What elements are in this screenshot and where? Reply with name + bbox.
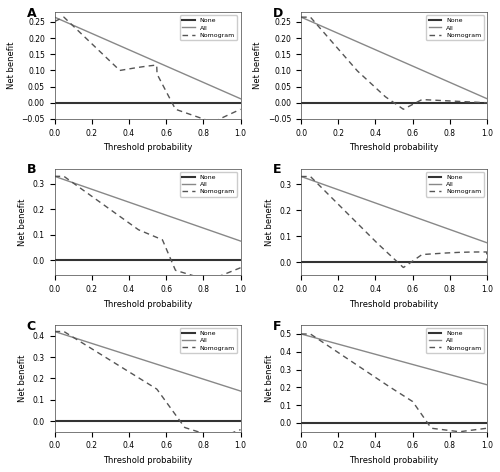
Legend: None, All, Nomogram: None, All, Nomogram xyxy=(426,328,484,353)
Legend: None, All, Nomogram: None, All, Nomogram xyxy=(426,16,484,40)
X-axis label: Threshold probability: Threshold probability xyxy=(103,456,192,465)
Y-axis label: Net benefit: Net benefit xyxy=(18,198,27,246)
Legend: None, All, Nomogram: None, All, Nomogram xyxy=(180,172,238,197)
Y-axis label: Net benefit: Net benefit xyxy=(264,355,274,402)
Text: E: E xyxy=(273,163,281,177)
Text: B: B xyxy=(26,163,36,177)
Y-axis label: Net benefit: Net benefit xyxy=(18,355,27,402)
Legend: None, All, Nomogram: None, All, Nomogram xyxy=(426,172,484,197)
Text: C: C xyxy=(26,320,36,333)
Text: F: F xyxy=(273,320,281,333)
Y-axis label: Net benefit: Net benefit xyxy=(7,42,16,89)
X-axis label: Threshold probability: Threshold probability xyxy=(103,143,192,152)
X-axis label: Threshold probability: Threshold probability xyxy=(350,300,439,309)
Y-axis label: Net benefit: Net benefit xyxy=(254,42,262,89)
X-axis label: Threshold probability: Threshold probability xyxy=(350,143,439,152)
X-axis label: Threshold probability: Threshold probability xyxy=(103,300,192,309)
Text: A: A xyxy=(26,7,36,20)
Legend: None, All, Nomogram: None, All, Nomogram xyxy=(180,328,238,353)
Legend: None, All, Nomogram: None, All, Nomogram xyxy=(180,16,238,40)
Text: D: D xyxy=(273,7,283,20)
Y-axis label: Net benefit: Net benefit xyxy=(264,198,274,246)
X-axis label: Threshold probability: Threshold probability xyxy=(350,456,439,465)
